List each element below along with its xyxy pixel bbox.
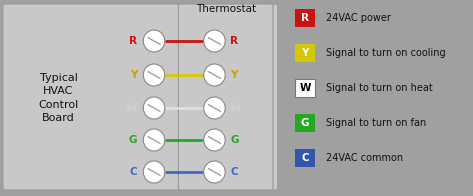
- Text: W: W: [230, 103, 242, 113]
- Circle shape: [204, 161, 225, 183]
- Circle shape: [204, 30, 225, 52]
- Text: Y: Y: [230, 70, 237, 80]
- Bar: [295, 44, 315, 62]
- Text: C: C: [230, 167, 238, 177]
- Text: Y: Y: [301, 48, 309, 58]
- Circle shape: [204, 64, 225, 86]
- Text: Typical
HVAC
Control
Board: Typical HVAC Control Board: [38, 73, 79, 123]
- Text: Signal to turn on cooling: Signal to turn on cooling: [325, 48, 445, 58]
- Circle shape: [143, 161, 165, 183]
- Text: R: R: [301, 13, 309, 23]
- Text: Y: Y: [130, 70, 138, 80]
- Circle shape: [204, 129, 225, 151]
- Circle shape: [143, 30, 165, 52]
- Text: Thermostat: Thermostat: [196, 4, 256, 14]
- Bar: [295, 9, 315, 27]
- Circle shape: [204, 97, 225, 119]
- Bar: [295, 79, 315, 97]
- Circle shape: [143, 64, 165, 86]
- Text: G: G: [301, 118, 309, 128]
- Text: W: W: [299, 83, 311, 93]
- FancyBboxPatch shape: [3, 4, 278, 190]
- Bar: [295, 114, 315, 132]
- FancyBboxPatch shape: [178, 4, 273, 190]
- Text: W: W: [126, 103, 138, 113]
- Text: C: C: [130, 167, 138, 177]
- Text: R: R: [230, 36, 238, 46]
- Bar: [295, 149, 315, 167]
- Text: Signal to turn on heat: Signal to turn on heat: [325, 83, 432, 93]
- Circle shape: [143, 97, 165, 119]
- Text: 24VAC power: 24VAC power: [325, 13, 391, 23]
- Text: R: R: [130, 36, 138, 46]
- Text: Signal to turn on fan: Signal to turn on fan: [325, 118, 426, 128]
- Text: G: G: [230, 135, 238, 145]
- Text: 24VAC common: 24VAC common: [325, 153, 403, 163]
- Text: C: C: [301, 153, 309, 163]
- Text: G: G: [129, 135, 138, 145]
- Circle shape: [143, 129, 165, 151]
